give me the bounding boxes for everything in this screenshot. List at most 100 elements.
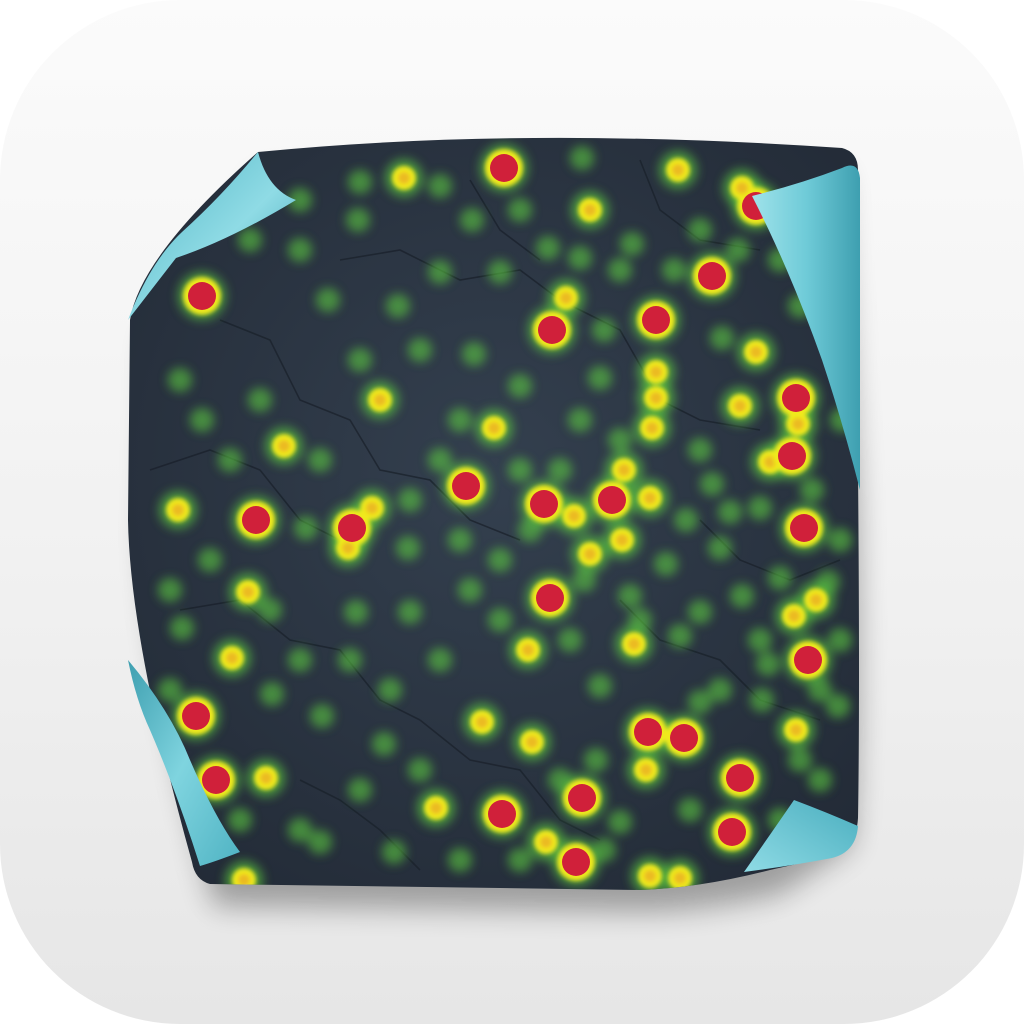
heat-spot-core	[374, 394, 386, 406]
heat-spot-core	[522, 644, 534, 656]
heat-spot-cool	[448, 848, 472, 872]
heat-spot-hot	[338, 514, 366, 542]
heat-spot-core	[278, 440, 290, 452]
heat-spot-hot	[452, 472, 480, 500]
heat-spot-hot	[670, 724, 698, 752]
heat-spot-cool	[548, 768, 572, 792]
heat-spot-cool	[288, 648, 312, 672]
heat-spot-cool	[654, 552, 678, 576]
heat-spot-cool	[768, 566, 792, 590]
heat-spot-cool	[548, 458, 572, 482]
heat-spot-core	[650, 392, 662, 404]
heat-spot-core	[242, 586, 254, 598]
heat-spot-core	[810, 594, 822, 606]
heat-spot-core	[584, 548, 596, 560]
heat-spot-hot	[488, 800, 516, 828]
heat-spot-hot	[538, 316, 566, 344]
heat-spot-cool	[308, 830, 332, 854]
heat-spot-cool	[428, 260, 452, 284]
heat-spot-core	[788, 610, 800, 622]
page-curl-right	[752, 165, 860, 491]
heat-spot-cool	[518, 518, 542, 542]
heat-spot-core	[646, 422, 658, 434]
heat-spot-cool	[536, 236, 560, 260]
heat-spot-cool	[688, 600, 712, 624]
heat-spot-core	[238, 874, 250, 886]
heat-spot-cool	[348, 348, 372, 372]
heat-spot-cool	[408, 758, 432, 782]
heat-spot-core	[476, 716, 488, 728]
heat-spot-cool	[588, 366, 612, 390]
heat-spot-core	[734, 400, 746, 412]
heat-spot-cool	[730, 584, 754, 608]
heat-spot-cool	[428, 174, 452, 198]
heat-spot-cool	[816, 570, 840, 594]
heat-spot-cool	[288, 188, 312, 212]
heat-spot-cool	[568, 246, 592, 270]
heat-spot-hot	[598, 486, 626, 514]
heat-spot-cool	[584, 748, 608, 772]
heat-spot-cool	[316, 288, 340, 312]
heat-spot-core	[792, 418, 804, 430]
heat-spot-hot	[718, 818, 746, 846]
heat-spot-core	[764, 456, 776, 468]
heat-spot-core	[398, 172, 410, 184]
heat-spot-core	[674, 872, 686, 884]
heat-spot-cool	[750, 688, 774, 712]
heat-spot-cool	[346, 208, 370, 232]
heat-spot-hot	[634, 718, 662, 746]
heat-spot-cool	[458, 578, 482, 602]
heat-spot-cool	[218, 448, 242, 472]
heat-spot-core	[488, 422, 500, 434]
heat-spot-cool	[592, 838, 616, 862]
heat-spot-core	[618, 464, 630, 476]
heat-spot-core	[584, 204, 596, 216]
heat-spot-cool	[460, 208, 484, 232]
heat-spot-hot	[726, 764, 754, 792]
heat-spot-cool	[508, 458, 532, 482]
heat-spot-core	[568, 510, 580, 522]
heat-spot-cool	[788, 748, 812, 772]
heat-spot-cool	[396, 536, 420, 560]
heat-spot-cool	[382, 840, 406, 864]
page-curl-top-left	[128, 152, 296, 320]
heat-spot-cool	[158, 678, 182, 702]
heat-spot-cool	[260, 682, 284, 706]
heat-spot-cool	[800, 478, 824, 502]
heat-spot-cool	[828, 528, 852, 552]
heat-spot-cool	[826, 694, 850, 718]
heat-spot-hot	[490, 154, 518, 182]
heat-spot-cool	[558, 628, 582, 652]
heat-spot-cool	[488, 608, 512, 632]
heat-spot-cool	[718, 500, 742, 524]
heat-spot-cool	[688, 690, 712, 714]
heat-spot-hot	[778, 442, 806, 470]
heat-spot-hot	[188, 282, 216, 310]
heat-spot-cool	[572, 568, 596, 592]
heat-spot-core	[342, 542, 354, 554]
heat-spot-cool	[588, 674, 612, 698]
heat-spot-cool	[592, 318, 616, 342]
heat-spot-cool	[258, 598, 282, 622]
heat-spot-cool	[674, 508, 698, 532]
heat-spot-cool	[344, 600, 368, 624]
heat-spot-cool	[170, 616, 194, 640]
heat-spot-cool	[378, 678, 402, 702]
heat-spot-hot	[242, 506, 270, 534]
heat-spot-hot	[530, 490, 558, 518]
heat-spot-cool	[570, 146, 594, 170]
heat-spot-cool	[448, 528, 472, 552]
heat-spot-cool	[828, 628, 852, 652]
heat-spot-cool	[338, 648, 362, 672]
heat-spot-hot	[782, 384, 810, 412]
heat-spot-cool	[372, 732, 396, 756]
heat-spot-cool	[756, 652, 780, 676]
heat-spot-core	[672, 164, 684, 176]
heat-spot-cool	[618, 584, 642, 608]
heat-spot-cool	[708, 678, 732, 702]
heat-spot-hot	[794, 646, 822, 674]
heat-spot-cool	[508, 374, 532, 398]
heat-spot-cool	[398, 488, 422, 512]
